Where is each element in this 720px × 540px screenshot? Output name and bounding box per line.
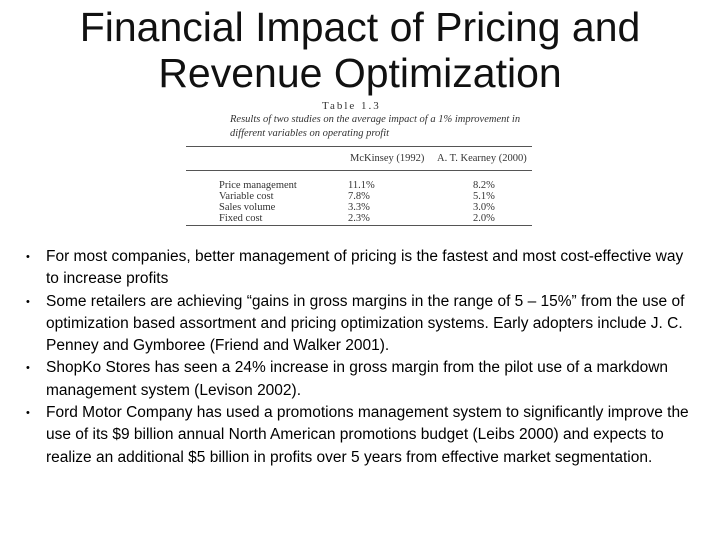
table-row-label: Variable cost [219, 191, 274, 202]
bullet-item: • ShopKo Stores has seen a 24% increase i… [26, 357, 698, 402]
table-header-rule [186, 170, 532, 171]
table-row-label: Sales volume [219, 202, 276, 213]
table-column-header: McKinsey (1992) [350, 153, 425, 164]
bullet-dot-icon: • [26, 407, 30, 420]
bullet-text: Some retailers are achieving “gains in g… [46, 292, 685, 355]
table-cell: 3.3% [348, 202, 370, 213]
table-caption: Results of two studies on the average im… [230, 114, 521, 139]
bullet-item: • For most companies, better management o… [26, 246, 698, 291]
table-label: Table 1.3 [322, 100, 381, 112]
table-column-header: A. T. Kearney (2000) [437, 153, 527, 164]
table-bottom-rule [186, 225, 532, 226]
slide-title: Financial Impact of Pricing and Revenue … [79, 4, 641, 96]
table-cell: 2.0% [473, 213, 495, 224]
table-cell: 5.1% [473, 191, 495, 202]
table-row-label: Fixed cost [219, 213, 263, 224]
bullet-item: • Ford Motor Company has used a promotion… [26, 402, 698, 469]
bullet-item: • Some retailers are achieving “gains in … [26, 291, 698, 358]
table-figure: Table 1.3 Results of two studies on the … [186, 100, 532, 226]
bullet-dot-icon: • [26, 362, 30, 375]
bullet-list: • For most companies, better management o… [26, 246, 698, 469]
table-cell: 7.8% [348, 191, 370, 202]
table-row-label: Price management [219, 180, 297, 191]
bullet-dot-icon: • [26, 251, 30, 263]
bullet-text: For most companies, better management of… [46, 248, 684, 288]
table-cell: 3.0% [473, 202, 495, 213]
table-cell: 2.3% [348, 213, 370, 224]
table-cell: 8.2% [473, 180, 495, 191]
bullet-text: ShopKo Stores has seen a 24% increase in… [46, 359, 669, 399]
bullet-dot-icon: • [26, 295, 30, 308]
table-cell: 11.1% [348, 180, 375, 191]
bullet-text: Ford Motor Company has used a promotions… [46, 404, 689, 466]
table-top-rule [186, 146, 532, 147]
